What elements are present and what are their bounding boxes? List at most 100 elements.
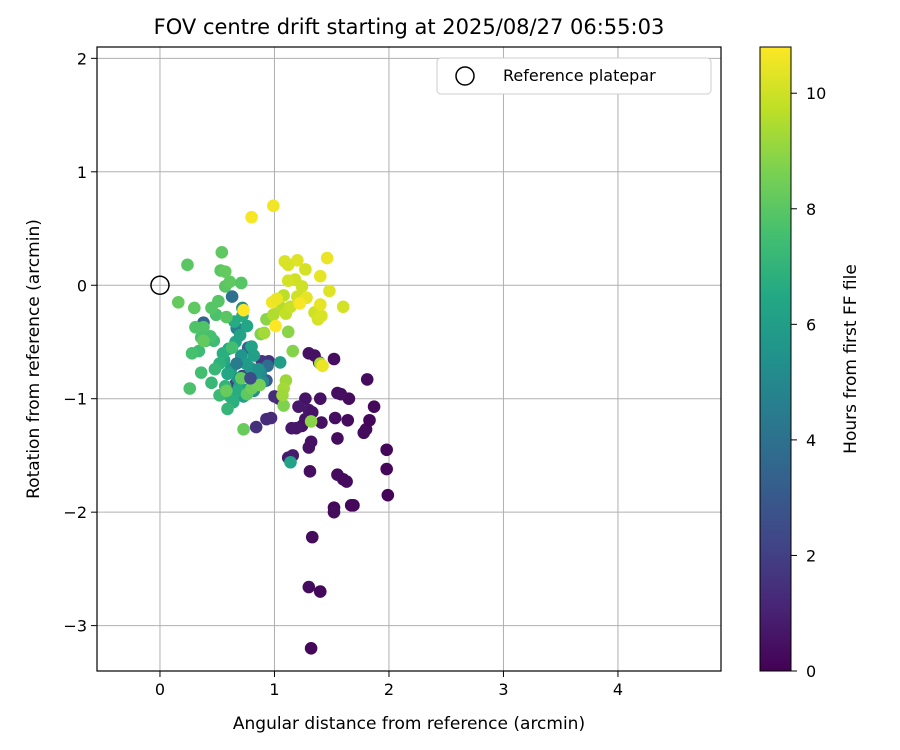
data-point [183,382,197,395]
colorbar-gradient [759,46,792,672]
data-point [313,585,327,598]
data-point [320,251,334,265]
data-point [380,443,393,457]
data-point [316,359,329,373]
y-tick-label: −2 [63,503,87,522]
data-point [247,349,261,362]
data-point [234,276,248,290]
data-point [230,357,243,370]
legend-box [436,57,712,95]
data-point [270,292,284,306]
data-point [292,400,305,413]
data-point [281,325,295,339]
data-point [188,301,201,315]
data-point [313,298,327,311]
data-point [303,465,317,478]
data-point [216,347,230,360]
data-point [171,295,185,309]
data-point [249,420,263,434]
data-point [185,347,199,360]
chart-title: FOV centre drift starting at 2025/08/27 … [154,15,665,39]
x-axis-label: Angular distance from reference (arcmin) [233,714,585,734]
data-point [237,423,250,436]
grid [97,47,721,671]
data-point [313,392,327,406]
data-point [234,371,248,385]
data-point [220,384,233,398]
data-point [277,399,290,412]
data-point [223,275,237,289]
data-point [328,411,342,425]
legend-marker [455,66,475,86]
data-point [304,642,318,655]
data-point [189,320,202,334]
data-point [273,356,287,369]
y-tick-label: 2 [77,49,87,68]
data-point [264,411,278,425]
data-point [286,344,300,358]
colorbar-tick-label: 2 [806,546,816,565]
data-point [315,416,328,429]
data-point [323,284,336,298]
data-point [221,367,234,381]
y-axis-label: Rotation from reference (arcmin) [24,219,44,499]
data-point [181,258,194,272]
data-point [240,319,254,333]
x-tick-label: 0 [155,680,165,699]
data-point [194,366,208,379]
data-point [293,297,306,310]
data-point [304,415,318,428]
points [171,199,395,655]
data-point [331,386,344,400]
colorbar-tick-label: 8 [806,200,816,219]
data-point [340,475,353,488]
data-point [221,402,234,416]
y-axis-ticks: −3 −2 −1 0 1 2 [63,49,97,636]
data-point [289,421,303,435]
x-tick-label: 2 [384,680,394,699]
data-point [205,376,218,390]
data-point [313,269,327,283]
data-point [257,326,271,340]
x-tick-label: 1 [269,680,279,699]
data-point [244,371,257,385]
y-tick-label: 0 [77,276,87,295]
data-point [302,580,316,594]
data-point [212,294,225,308]
data-point [218,265,232,278]
x-tick-label: 3 [498,680,508,699]
data-point [281,274,295,288]
colorbar-tick-label: 0 [806,662,816,681]
data-point [225,290,239,303]
data-point [220,310,233,324]
y-tick-label: −1 [63,390,87,409]
data-point [299,263,312,276]
colorbar-tick-label: 6 [806,315,816,334]
reference-platepar-marker [150,275,170,296]
legend: Reference platepar [436,57,712,95]
data-point [327,505,341,519]
data-point [331,468,344,482]
data-point [331,432,344,445]
data-point [295,280,309,293]
data-point [336,300,350,314]
data-point [245,210,258,224]
data-point [237,303,250,317]
colorbar: 0 2 4 6 8 10 Hours from first FF file [759,46,861,681]
data-point [347,499,360,512]
data-point [276,389,289,402]
plot-frame [96,46,722,672]
data-point [305,530,319,544]
colorbar-ticks: 0 2 4 6 8 10 [791,84,826,681]
data-point [291,253,304,267]
data-point [327,352,341,366]
x-axis-ticks: 0 1 2 3 4 [155,671,623,699]
colorbar-tick-label: 10 [806,84,826,103]
y-tick-label: −3 [63,617,87,636]
legend-label: Reference platepar [503,66,656,85]
data-point [197,334,210,348]
data-point [208,362,222,376]
colorbar-tick-label: 4 [806,431,816,450]
data-point [302,441,316,454]
